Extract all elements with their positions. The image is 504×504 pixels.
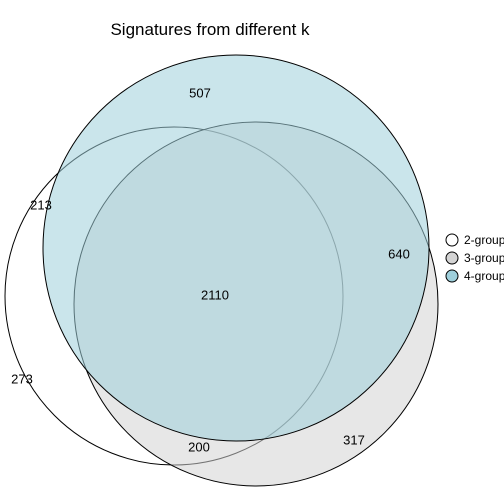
venn-region-label: 2110	[201, 287, 229, 302]
legend-swatch	[446, 252, 458, 264]
legend-label: 4-group	[464, 269, 504, 283]
legend-label: 3-group	[464, 251, 504, 265]
legend-swatch	[446, 270, 458, 282]
venn-region-label: 273	[11, 371, 33, 386]
venn-circle-4-group	[43, 55, 429, 441]
legend-swatch	[446, 234, 458, 246]
venn-region-label: 507	[189, 85, 211, 100]
legend-label: 2-group	[464, 233, 504, 247]
page-title: Signatures from different k	[0, 20, 420, 40]
venn-region-label: 200	[188, 439, 210, 454]
venn-region-label: 640	[388, 246, 410, 261]
venn-region-label: 317	[343, 432, 365, 447]
venn-region-label: 213	[30, 197, 52, 212]
venn-diagram: 507 213 640 2110 273 200 317 2-group 3-group 4-gr…	[0, 0, 504, 504]
